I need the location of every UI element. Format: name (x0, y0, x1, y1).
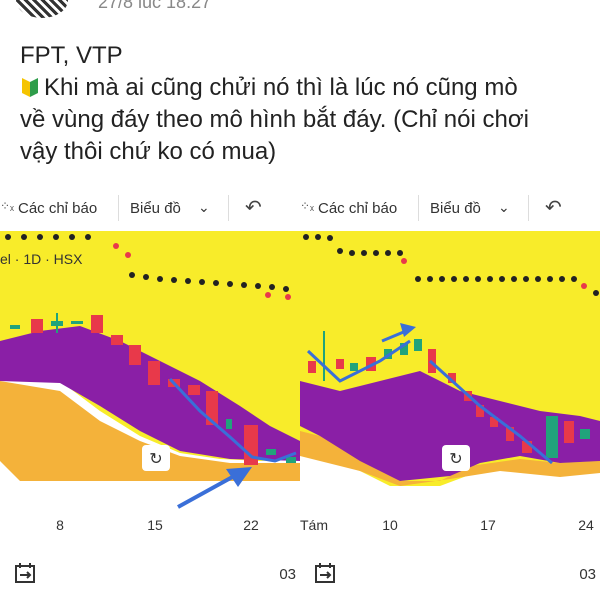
x-tick-label: 10 (382, 517, 398, 533)
date-range-icon[interactable] (14, 562, 36, 584)
chart-panel-left: ⁘ₓ Các chỉ báo Biểu đồ ⌄ ↶ el · 1D · HSX (0, 185, 300, 600)
chart-footer: 03 (0, 550, 300, 600)
trend-line (168, 377, 297, 463)
footer-time-label: 03 (279, 566, 296, 583)
toolbar-divider (528, 195, 529, 221)
chevron-down-icon[interactable]: ⌄ (198, 199, 210, 215)
x-tick-label: 17 (480, 517, 496, 533)
chart-toolbar: ⁘ₓ Các chỉ báo Biểu đồ ⌄ ↶ (0, 185, 300, 232)
chart-footer: 03 (300, 550, 600, 600)
time-axis (0, 486, 300, 550)
chevron-down-icon[interactable]: ⌄ (498, 199, 510, 215)
cloud-orange (0, 381, 300, 481)
up-arrow-icon (381, 323, 416, 343)
chart-toolbar: ⁘ₓ Các chỉ báo Biểu đồ ⌄ ↶ (300, 185, 600, 232)
x-tick-label: Tám (300, 517, 328, 533)
post-line-3: vậy thôi chứ ko có mua) (20, 138, 277, 165)
ichimoku-cloud (300, 371, 600, 481)
reset-zoom-button[interactable]: ↻ (142, 445, 170, 471)
svg-text:↻: ↻ (149, 449, 162, 468)
signal-dots-red (401, 258, 587, 289)
signal-dots (303, 234, 599, 296)
trend-line (428, 359, 553, 465)
x-tick-label: 22 (243, 517, 259, 533)
below-cloud (300, 451, 600, 486)
post-text: FPT, VTP Khi mà ai cũng chửi nó thì là l… (20, 40, 590, 168)
svg-text:↻: ↻ (449, 449, 462, 468)
post-timestamp: 27/8 lúc 18:27 (98, 0, 212, 12)
footer-time-label: 03 (579, 566, 596, 583)
cloud-orange (300, 431, 600, 486)
avatar[interactable] (16, 0, 68, 18)
toolbar-divider (118, 195, 119, 221)
signal-dots (5, 234, 289, 292)
indicators-icon[interactable]: ⁘ₓ (0, 199, 14, 213)
post-line-2: về vùng đáy theo mô hình bắt đáy. (Chỉ n… (20, 106, 529, 133)
date-range-icon[interactable] (314, 562, 336, 584)
symbol-label: el · 1D · HSX (0, 251, 83, 267)
toolbar-divider (418, 195, 419, 221)
price-chart-right[interactable]: ↻ Tám 10 17 24 (300, 231, 600, 550)
indicators-button[interactable]: Các chỉ báo (318, 200, 398, 217)
beginner-icon (22, 78, 38, 97)
reset-zoom-button[interactable]: ↻ (442, 445, 470, 471)
chart-type-button[interactable]: Biểu đồ (130, 200, 181, 217)
time-axis (300, 486, 600, 550)
price-chart-left[interactable]: el · 1D · HSX ↻ (0, 231, 300, 550)
ichimoku-cloud (0, 326, 300, 461)
indicators-button[interactable]: Các chỉ báo (18, 200, 98, 217)
x-tick-label: 15 (147, 517, 163, 533)
x-tick-label: 8 (56, 517, 64, 533)
undo-icon[interactable]: ↶ (545, 197, 562, 219)
undo-icon[interactable]: ↶ (245, 197, 262, 219)
chart-type-button[interactable]: Biểu đồ (430, 200, 481, 217)
trend-line (306, 339, 411, 383)
post-line-1-text: Khi mà ai cũng chửi nó thì là lúc nó cũn… (44, 74, 518, 101)
chart-panel-right: ⁘ₓ Các chỉ báo Biểu đồ ⌄ ↶ (300, 185, 600, 600)
x-tick-label: 24 (578, 517, 594, 533)
indicators-icon[interactable]: ⁘ₓ (300, 199, 314, 213)
bottom-arrow-icon (177, 467, 252, 509)
signal-dots-red (113, 243, 291, 300)
post-line-1: Khi mà ai cũng chửi nó thì là lúc nó cũn… (20, 72, 590, 104)
post-title: FPT, VTP (20, 42, 123, 69)
toolbar-divider (228, 195, 229, 221)
post-header: 27/8 lúc 18:27 (0, 0, 600, 24)
candles (10, 313, 296, 465)
